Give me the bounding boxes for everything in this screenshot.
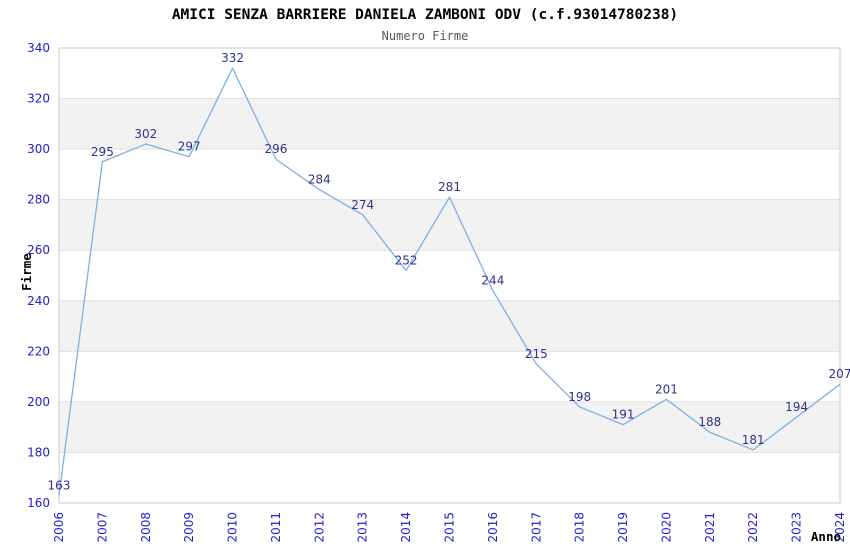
- y-tick-label: 340: [27, 41, 50, 55]
- y-tick-label: 200: [27, 395, 50, 409]
- x-tick-label: 2020: [659, 512, 673, 543]
- x-tick-label: 2007: [95, 512, 109, 543]
- x-tick-label: 2011: [269, 512, 283, 543]
- chart-title: AMICI SENZA BARRIERE DANIELA ZAMBONI ODV…: [171, 7, 679, 23]
- data-label: 284: [308, 173, 331, 187]
- plot-border: [58, 47, 841, 504]
- x-tick-label: 2016: [486, 512, 500, 543]
- data-label: 198: [568, 390, 591, 404]
- x-tick-label: 2008: [139, 512, 153, 543]
- data-line: [58, 67, 841, 496]
- x-axis-label: Anno: [811, 529, 841, 544]
- y-tick-label: 240: [27, 294, 50, 308]
- x-tick-label: 2019: [616, 512, 630, 543]
- grid-band: [59, 98, 840, 150]
- y-tick-label: 180: [27, 445, 50, 459]
- data-label: 244: [481, 274, 504, 288]
- grid-band: [59, 199, 840, 251]
- data-label: 295: [91, 145, 114, 159]
- x-tick-label: 2018: [573, 512, 587, 543]
- x-tick-label: 2009: [182, 512, 196, 543]
- x-tick-label: 2015: [443, 512, 457, 543]
- y-tick-label: 320: [27, 92, 50, 106]
- data-label: 215: [525, 347, 548, 361]
- y-tick-label: 220: [27, 344, 50, 358]
- x-tick-label: 2017: [529, 512, 543, 543]
- y-axis-label: Firme: [19, 253, 34, 291]
- y-tick-label: 300: [27, 142, 50, 156]
- y-tick-label: 160: [27, 496, 50, 510]
- data-label: 332: [221, 51, 244, 65]
- data-label: 297: [178, 140, 201, 154]
- x-tick-label: 2010: [226, 512, 240, 543]
- x-tick-label: 2022: [746, 512, 760, 543]
- data-label: 163: [48, 478, 71, 492]
- y-tick-label: 280: [27, 193, 50, 207]
- data-label: 181: [742, 433, 765, 447]
- data-label: 191: [612, 408, 635, 422]
- x-tick-label: 2012: [312, 512, 326, 543]
- chart-subtitle: Numero Firme: [381, 29, 469, 43]
- plot-area: 160 180 200 220 240 260 280 300 320 340 2006 2007 20…: [27, 41, 850, 543]
- data-label: 201: [655, 382, 678, 396]
- x-tick-label: 2013: [356, 512, 370, 543]
- data-label: 252: [395, 253, 418, 267]
- data-label: 188: [698, 415, 721, 429]
- x-tick-label: 2006: [52, 512, 66, 543]
- grid-band: [59, 300, 840, 352]
- data-label: 281: [438, 180, 461, 194]
- grid-band: [59, 401, 840, 453]
- data-label: 194: [785, 400, 808, 414]
- data-label: 302: [134, 127, 157, 141]
- x-tick-label: 2024: [833, 512, 847, 543]
- x-tick-label: 2014: [399, 512, 413, 543]
- data-label: 274: [351, 198, 374, 212]
- data-label: 296: [264, 142, 287, 156]
- data-label: 207: [829, 367, 850, 381]
- y-tick-label: 260: [27, 243, 50, 257]
- x-tick-label: 2021: [703, 512, 717, 543]
- x-tick-label: 2023: [790, 512, 804, 543]
